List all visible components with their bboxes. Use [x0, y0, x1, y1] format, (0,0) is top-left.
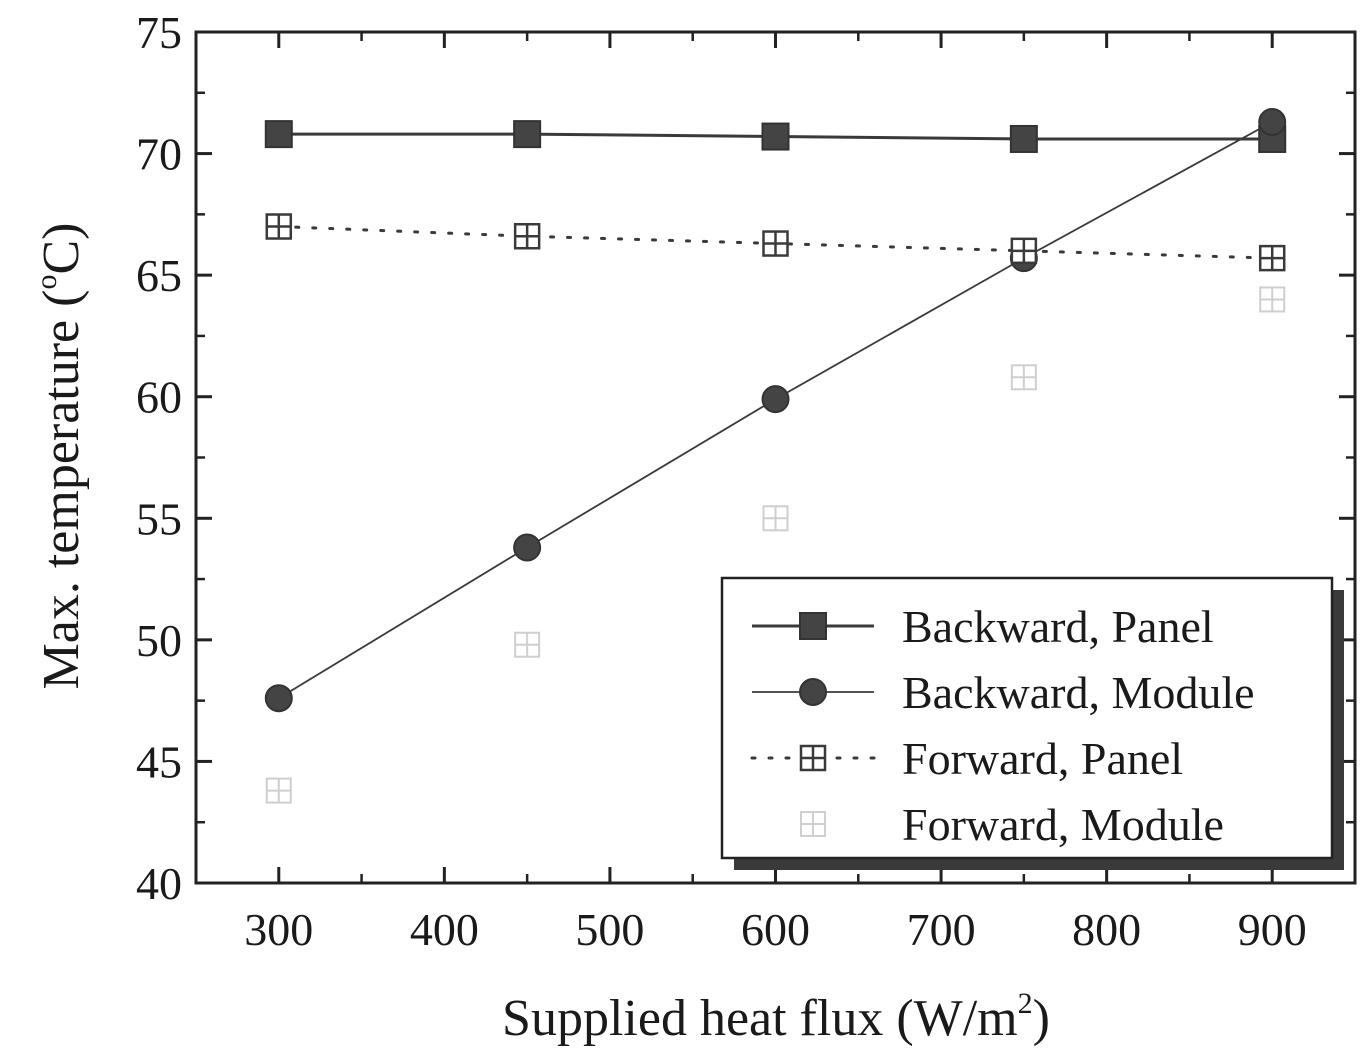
y-tick-label: 75: [136, 7, 182, 58]
y-tick-label: 45: [136, 736, 182, 787]
data-point: [1259, 286, 1286, 313]
data-point: [761, 122, 790, 151]
series-1: [264, 120, 1287, 153]
data-point: [264, 120, 293, 149]
x-tick-label: 900: [1238, 904, 1307, 955]
legend-marker: [799, 744, 827, 772]
data-point: [513, 120, 542, 149]
data-point: [761, 385, 790, 414]
x-axis: 300 400 500 600 700 800 900: [244, 32, 1307, 955]
series-2: [264, 107, 1287, 713]
data-point: [1258, 107, 1287, 136]
data-point: [514, 631, 541, 658]
legend-label: Backward, Panel: [902, 601, 1214, 652]
legend-marker: [799, 678, 827, 706]
data-point: [265, 777, 292, 804]
x-tick-label: 500: [575, 904, 644, 955]
y-tick-label: 65: [136, 250, 182, 301]
series-3: [265, 213, 1286, 272]
y-tick-label: 60: [136, 372, 182, 423]
data-point: [264, 684, 293, 713]
data-point: [1009, 124, 1038, 153]
x-tick-label: 700: [907, 904, 976, 955]
y-axis: 40 45 50 55 60 65 70 75: [136, 7, 1355, 909]
legend: Backward, Panel Backward, Module Forward, …: [720, 576, 1344, 870]
data-point: [1258, 244, 1286, 272]
data-point: [513, 533, 542, 562]
legend-label: Forward, Panel: [902, 733, 1183, 784]
legend-label: Forward, Module: [902, 799, 1224, 850]
y-tick-label: 40: [136, 858, 182, 909]
series-4: [265, 286, 1286, 804]
data-point: [513, 222, 541, 250]
legend-label: Backward, Module: [902, 667, 1255, 718]
y-tick-label: 70: [136, 129, 182, 180]
y-axis-title: Max. temperature (oC): [30, 223, 90, 690]
x-tick-label: 600: [741, 904, 810, 955]
x-axis-title: Supplied heat flux (W/m2): [502, 987, 1050, 1047]
data-point: [265, 213, 293, 240]
y-tick-label: 55: [136, 493, 182, 544]
x-tick-label: 300: [244, 904, 313, 955]
legend-marker: [800, 811, 826, 837]
data-point: [762, 505, 789, 532]
data-point: [762, 230, 789, 257]
data-point: [1010, 237, 1038, 265]
series-layer: [264, 107, 1287, 804]
data-point: [1010, 364, 1037, 391]
x-tick-label: 800: [1072, 904, 1141, 955]
legend-marker: [799, 612, 827, 640]
y-tick-label: 50: [136, 615, 182, 666]
x-tick-label: 400: [410, 904, 479, 955]
